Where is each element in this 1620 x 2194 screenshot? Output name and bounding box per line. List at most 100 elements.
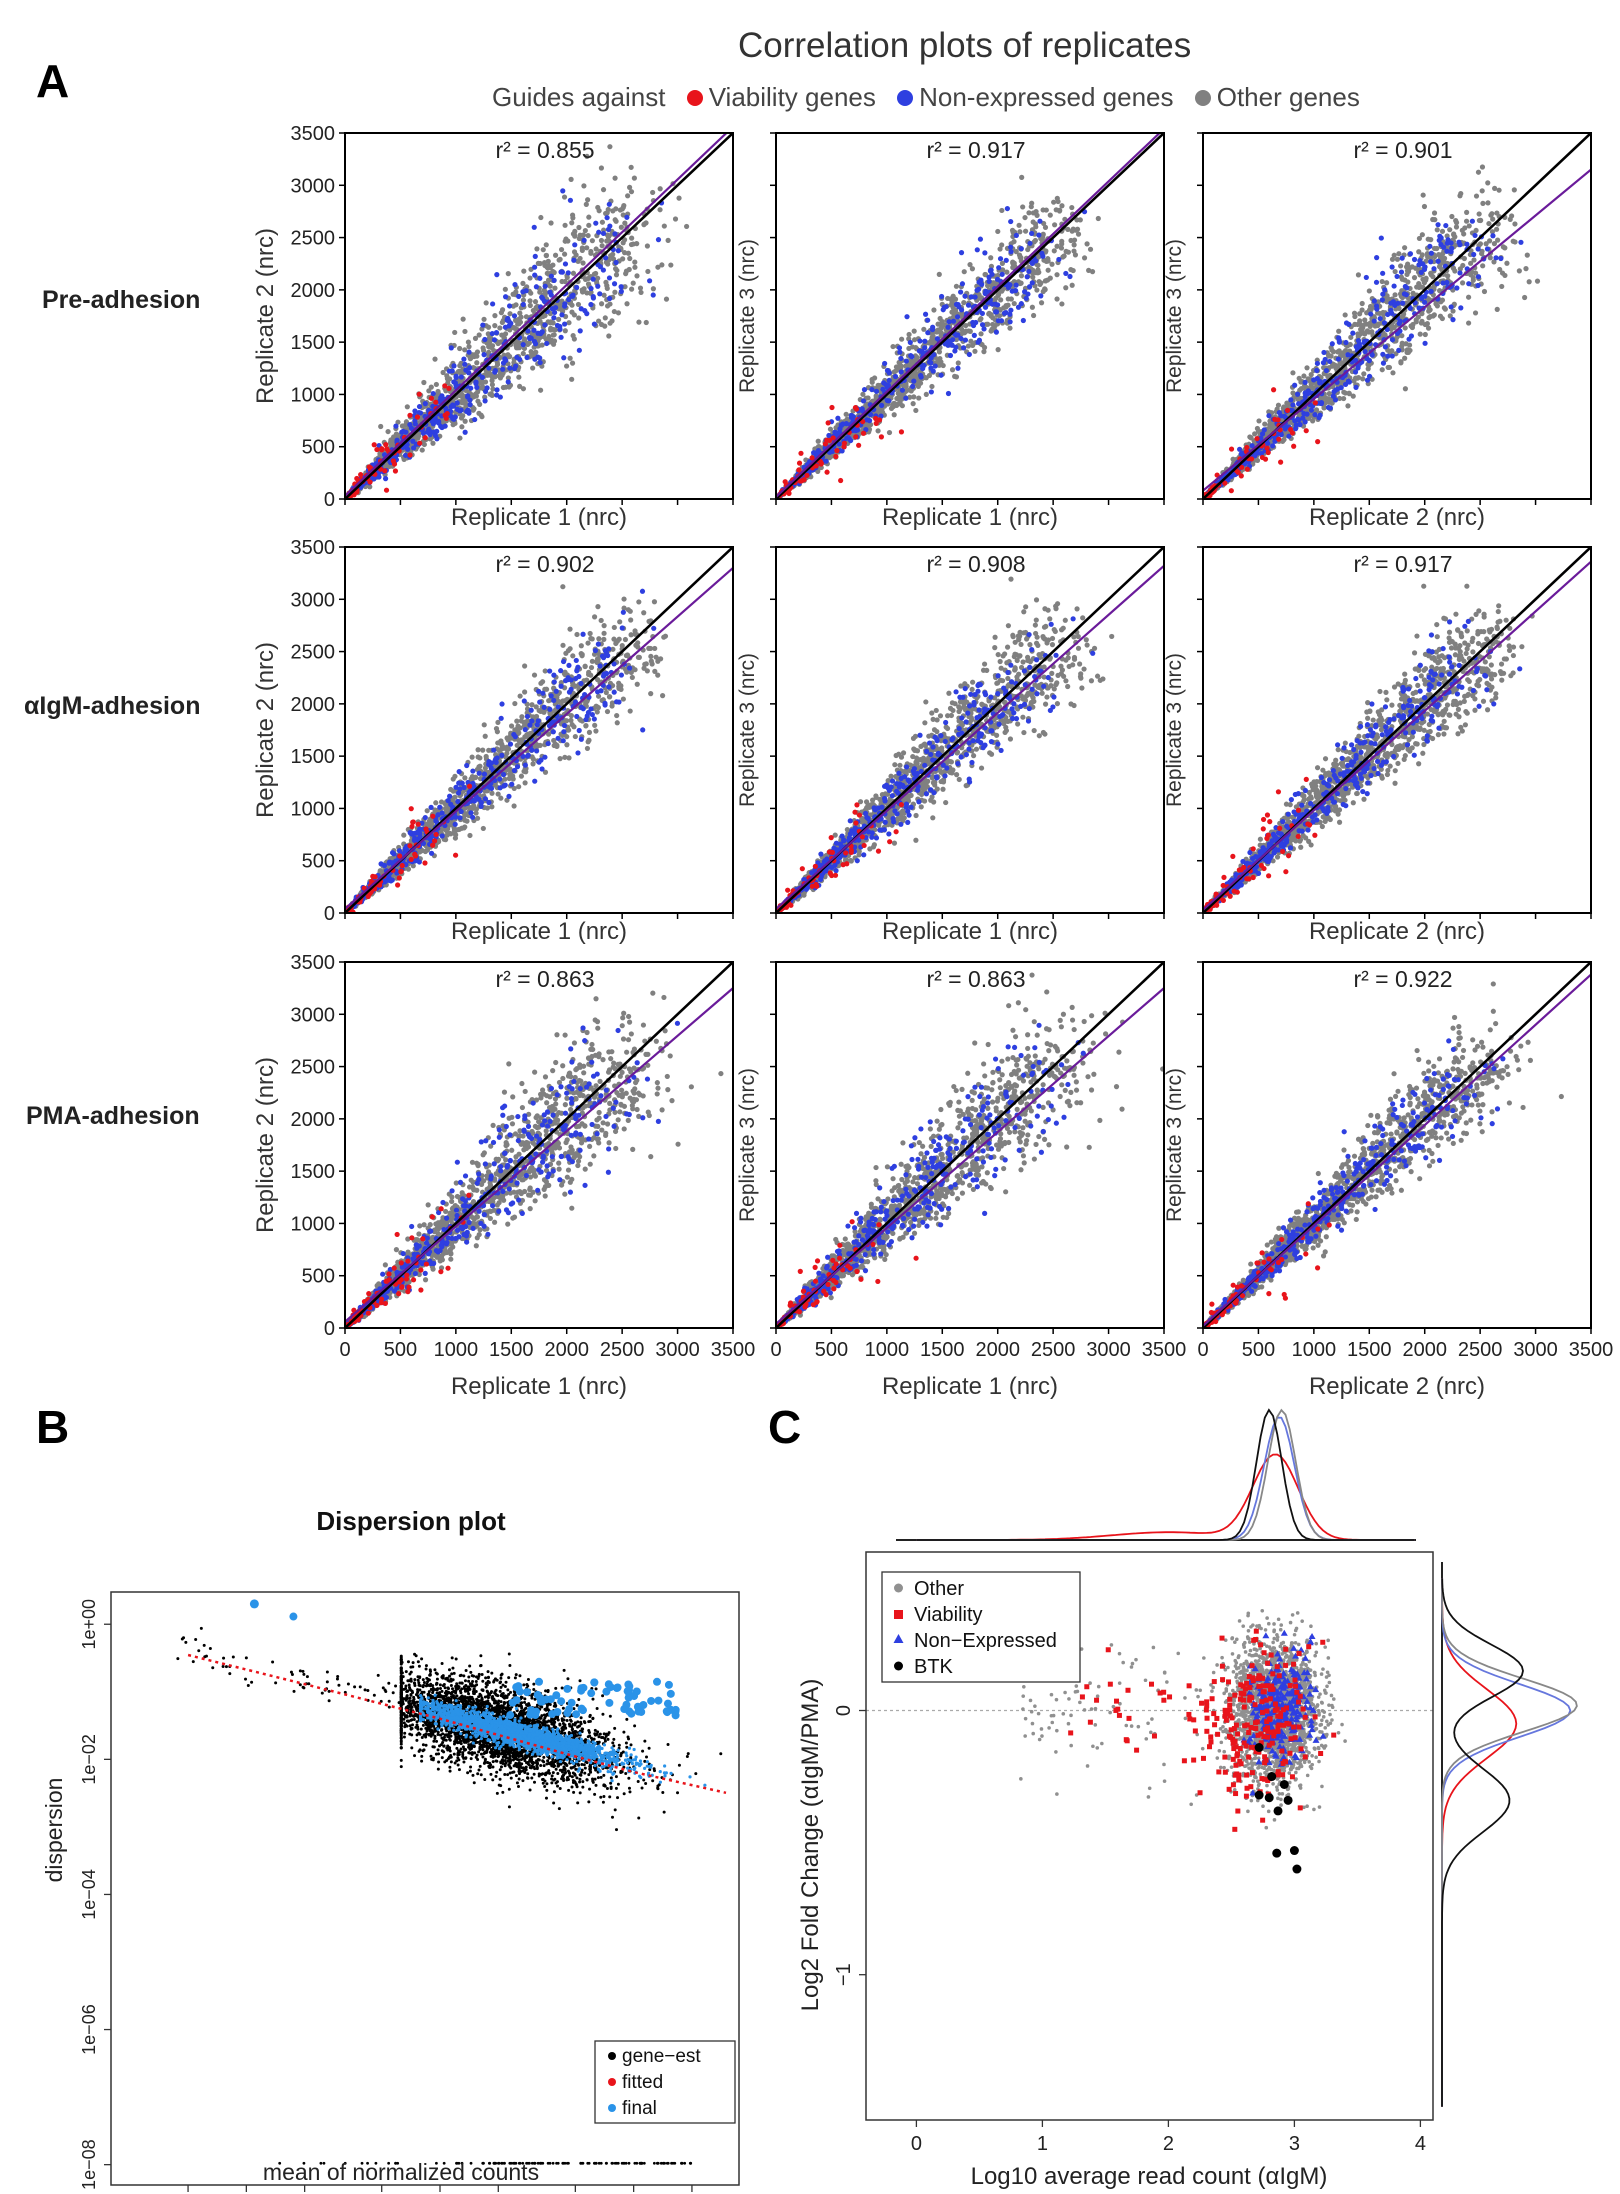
other-gene-point [607,144,613,150]
other-gene-point [596,318,602,324]
non-expressed-gene-point [1008,218,1014,225]
other-gene-point [1029,304,1035,310]
non-expressed-gene-point [1027,284,1033,290]
other-gene-point [575,258,581,264]
other-gene-point [869,379,875,385]
other-gene-point [983,321,989,327]
non-expressed-gene-point [462,429,468,435]
other-gene-point [999,207,1005,214]
other-gene-point [1290,390,1296,396]
viability-gene-point [383,442,389,448]
other-gene-point [995,292,1001,298]
other-gene-point [502,331,509,337]
non-expressed-gene-point [525,328,531,334]
other-gene-point [937,321,943,327]
non-expressed-gene-point [860,398,867,404]
viability-gene-point [444,411,450,417]
other-gene-point [1466,223,1472,229]
viability-gene-point [798,450,804,456]
non-expressed-gene-point [928,389,934,395]
other-gene-point [444,376,451,382]
other-gene-point [602,315,608,321]
other-gene-point [1402,245,1408,251]
other-gene-point [516,374,522,380]
other-gene-point [498,310,504,316]
non-expressed-gene-point [993,329,999,335]
other-gene-point [1069,282,1075,288]
non-expressed-gene-point [892,373,899,380]
non-expressed-gene-point [492,369,498,375]
non-expressed-gene-point [595,262,601,268]
other-gene-point [462,347,468,353]
other-gene-point [997,246,1003,252]
non-expressed-gene-point [938,372,944,378]
other-gene-point [1391,252,1397,258]
non-expressed-gene-point [532,272,538,278]
other-gene-point [1052,222,1058,228]
non-expressed-gene-point [607,295,613,302]
plot-frame [775,132,1165,500]
other-gene-point [505,375,511,381]
other-gene-point [1000,267,1006,273]
non-expressed-gene-point [482,398,488,404]
other-gene-point [911,337,918,343]
viability-gene-point [824,469,830,475]
other-gene-point [585,281,592,287]
other-gene-point [427,436,433,442]
y-tick-label: 0 [324,489,335,511]
other-gene-point [466,344,472,350]
viability-gene-point [786,490,792,496]
non-expressed-gene-point [1013,232,1019,239]
other-gene-point [579,245,585,251]
other-gene-point [1047,212,1053,218]
other-gene-point [1065,226,1071,232]
non-expressed-gene-point [402,452,409,458]
other-gene-point [552,285,558,291]
viability-gene-point [822,441,828,447]
non-expressed-gene-point [899,387,906,393]
other-gene-point [600,187,607,193]
other-gene-point [571,312,577,318]
other-gene-point [548,220,554,226]
non-expressed-gene-point [590,276,596,282]
non-expressed-gene-point [533,284,539,290]
non-expressed-gene-point [467,402,473,408]
other-gene-point [1030,274,1036,280]
other-gene-point [1494,306,1500,312]
other-gene-point [1071,237,1078,243]
other-gene-point [644,243,651,249]
other-gene-point [537,289,543,295]
y-axis-label: Replicate 2 (nrc) [252,228,279,404]
non-expressed-gene-point [848,437,854,444]
other-gene-point [546,263,552,269]
non-expressed-gene-point [993,309,999,315]
other-gene-point [923,391,929,398]
other-gene-point [1463,218,1470,224]
other-gene-point [1347,341,1353,348]
other-gene-point [576,224,582,231]
other-gene-point [620,256,626,262]
other-gene-point [616,244,622,250]
other-gene-point [1018,273,1025,279]
non-expressed-gene-point [947,338,953,344]
other-gene-point [638,289,644,296]
y-tick-label: 500 [302,437,335,459]
other-gene-point [487,391,493,397]
non-expressed-gene-point [565,270,571,276]
other-gene-point [459,424,465,430]
other-gene-point [604,210,610,216]
other-gene-point [547,327,554,333]
other-gene-point [565,238,571,244]
non-expressed-gene-point [604,215,610,221]
non-expressed-gene-point [581,237,587,243]
non-expressed-gene-point [1015,304,1022,310]
other-gene-point [1004,269,1010,275]
other-gene-point [929,383,935,390]
non-expressed-gene-point [956,304,962,310]
viability-gene-point [834,448,840,454]
other-gene-point [982,271,988,278]
non-expressed-gene-point [566,296,572,303]
non-expressed-gene-point [879,402,885,408]
other-gene-point [588,248,594,255]
non-expressed-gene-point [979,322,986,328]
